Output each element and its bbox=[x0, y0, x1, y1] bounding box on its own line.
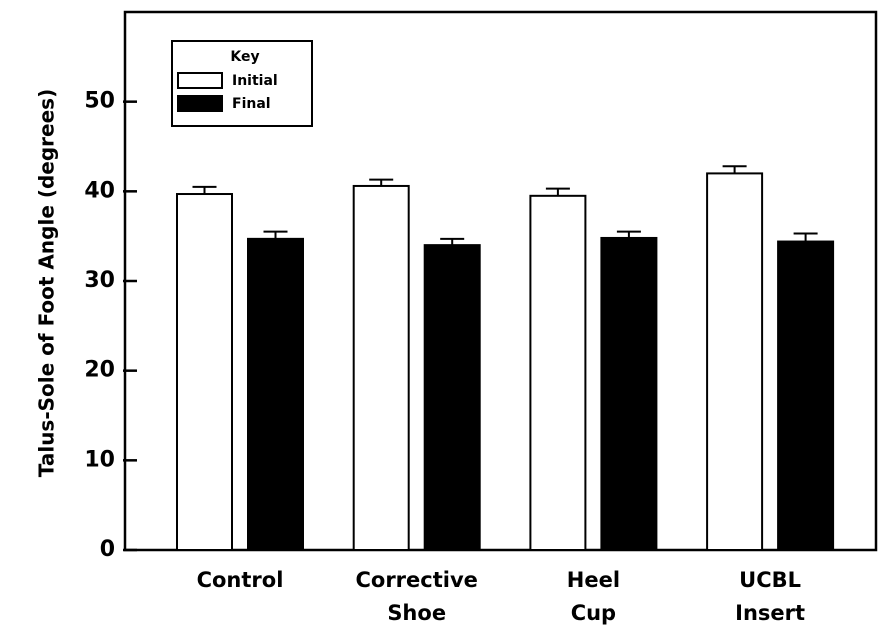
bar bbox=[529, 194, 587, 551]
bar bbox=[777, 240, 835, 551]
y-axis-label: Talus-Sole of Foot Angle (degrees) bbox=[35, 89, 59, 477]
y-tick-label: 30 bbox=[84, 268, 115, 293]
x-tick-label: Heel bbox=[567, 568, 620, 592]
bar bbox=[423, 244, 481, 551]
y-tick-label: 50 bbox=[84, 89, 115, 114]
error-bar bbox=[192, 185, 217, 195]
bar bbox=[706, 172, 764, 551]
x-tick-label: Corrective bbox=[355, 568, 477, 592]
legend-label: Final bbox=[232, 96, 271, 112]
error-bar bbox=[263, 230, 288, 239]
error-bar bbox=[440, 237, 465, 246]
error-bar bbox=[616, 230, 641, 238]
bar bbox=[352, 184, 410, 551]
legend-title: Key bbox=[230, 49, 259, 65]
bar bbox=[176, 193, 233, 551]
error-bar bbox=[722, 165, 747, 174]
bar bbox=[600, 236, 658, 552]
error-bar bbox=[545, 187, 570, 196]
y-tick-label: 20 bbox=[84, 358, 115, 383]
y-tick-label: 0 bbox=[100, 537, 115, 562]
x-tick-label: UCBL bbox=[739, 568, 801, 592]
error-bar bbox=[369, 178, 394, 186]
y-tick-label: 40 bbox=[84, 178, 115, 203]
legend-swatch bbox=[177, 72, 223, 89]
x-tick-label: Shoe bbox=[387, 601, 446, 625]
x-tick-label: Cup bbox=[571, 601, 616, 625]
bar bbox=[247, 237, 304, 552]
y-tick-label: 10 bbox=[84, 447, 115, 472]
legend-swatch bbox=[177, 95, 223, 112]
x-tick-label: Insert bbox=[735, 601, 805, 625]
legend-label: Initial bbox=[232, 73, 278, 89]
x-tick-label: Control bbox=[197, 568, 284, 592]
error-bar bbox=[793, 232, 818, 242]
